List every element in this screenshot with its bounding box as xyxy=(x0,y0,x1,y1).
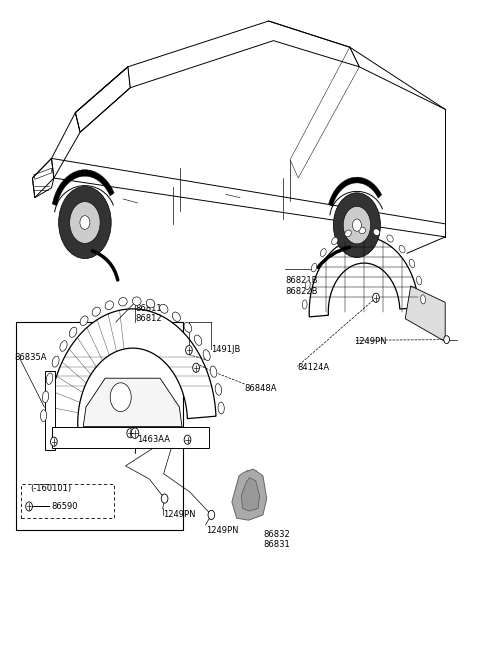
Text: 86835A: 86835A xyxy=(15,353,47,363)
Polygon shape xyxy=(45,371,55,449)
Ellipse shape xyxy=(218,402,224,414)
Ellipse shape xyxy=(60,341,67,351)
Ellipse shape xyxy=(40,410,47,422)
Circle shape xyxy=(208,510,215,520)
Polygon shape xyxy=(241,478,260,511)
Circle shape xyxy=(193,363,199,373)
Ellipse shape xyxy=(332,237,338,244)
Ellipse shape xyxy=(373,229,380,235)
Text: 86832
86831: 86832 86831 xyxy=(263,530,289,549)
Ellipse shape xyxy=(312,263,317,272)
Circle shape xyxy=(26,502,33,511)
Ellipse shape xyxy=(80,316,88,325)
Polygon shape xyxy=(405,286,445,342)
Ellipse shape xyxy=(52,356,59,367)
Text: 86821B
86822B: 86821B 86822B xyxy=(285,276,318,296)
Text: 1491JB: 1491JB xyxy=(211,345,241,354)
Polygon shape xyxy=(52,426,209,448)
Ellipse shape xyxy=(409,260,415,267)
Ellipse shape xyxy=(172,312,180,321)
Ellipse shape xyxy=(146,299,155,308)
Ellipse shape xyxy=(320,248,326,256)
Polygon shape xyxy=(232,469,267,520)
Ellipse shape xyxy=(119,298,127,306)
Text: 86590: 86590 xyxy=(51,502,78,511)
Circle shape xyxy=(184,435,191,444)
Text: 1249PN: 1249PN xyxy=(163,510,195,520)
Ellipse shape xyxy=(105,301,113,309)
Ellipse shape xyxy=(417,276,421,285)
Circle shape xyxy=(59,187,111,259)
Ellipse shape xyxy=(359,227,366,234)
Ellipse shape xyxy=(203,350,210,361)
Circle shape xyxy=(343,206,371,244)
Ellipse shape xyxy=(184,323,192,332)
Ellipse shape xyxy=(302,300,307,309)
Circle shape xyxy=(444,336,449,344)
Ellipse shape xyxy=(160,304,168,313)
Ellipse shape xyxy=(42,391,48,403)
Polygon shape xyxy=(309,237,419,317)
Ellipse shape xyxy=(69,327,77,337)
Circle shape xyxy=(161,494,168,503)
Circle shape xyxy=(110,383,131,411)
Polygon shape xyxy=(83,378,182,426)
Circle shape xyxy=(127,428,133,438)
Text: 86811
86812: 86811 86812 xyxy=(135,304,162,323)
Circle shape xyxy=(80,215,90,229)
Polygon shape xyxy=(49,309,216,430)
Text: (-160101): (-160101) xyxy=(30,484,71,493)
Circle shape xyxy=(131,428,139,438)
Ellipse shape xyxy=(132,297,141,306)
Polygon shape xyxy=(52,170,114,206)
Text: 1249PN: 1249PN xyxy=(355,337,387,346)
Ellipse shape xyxy=(387,235,393,242)
Circle shape xyxy=(70,202,100,243)
Text: 1463AA: 1463AA xyxy=(137,435,170,444)
Ellipse shape xyxy=(305,281,310,290)
Ellipse shape xyxy=(210,366,217,377)
Text: 84124A: 84124A xyxy=(297,363,329,373)
Ellipse shape xyxy=(345,230,351,237)
Circle shape xyxy=(186,346,192,355)
Polygon shape xyxy=(328,177,382,206)
Text: 1249PN: 1249PN xyxy=(205,526,238,535)
Ellipse shape xyxy=(420,295,425,304)
Text: 86848A: 86848A xyxy=(245,384,277,393)
Circle shape xyxy=(50,437,57,446)
Ellipse shape xyxy=(46,373,53,384)
Circle shape xyxy=(352,219,361,231)
Ellipse shape xyxy=(215,384,222,396)
Circle shape xyxy=(372,293,379,302)
Ellipse shape xyxy=(92,307,100,316)
Circle shape xyxy=(333,193,381,258)
Ellipse shape xyxy=(399,245,405,253)
Text: i: i xyxy=(120,394,122,400)
Ellipse shape xyxy=(194,335,202,346)
